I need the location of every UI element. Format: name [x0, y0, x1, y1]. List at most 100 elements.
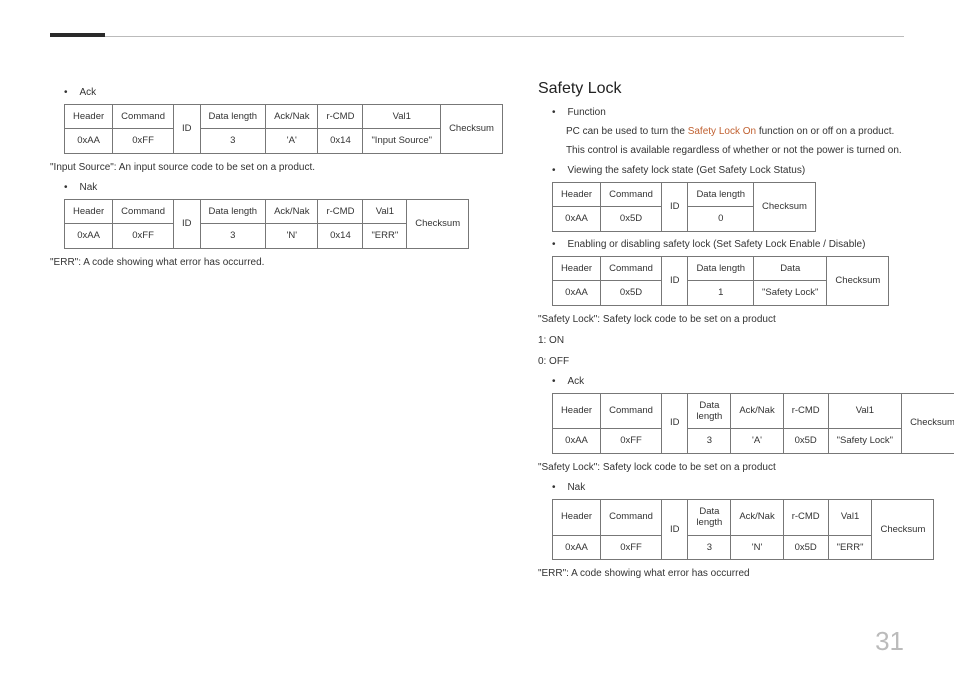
- td: 0xAA: [552, 281, 600, 305]
- th: Command: [601, 183, 662, 207]
- right-column: Safety Lock Function PC can be used to t…: [538, 80, 954, 585]
- bullet-ack-right: Ack: [552, 375, 954, 389]
- td: "ERR": [828, 535, 872, 559]
- td: 0x5D: [601, 207, 662, 231]
- th: Ack/Nak: [266, 105, 318, 129]
- th: Command: [113, 199, 174, 223]
- th: ID: [661, 499, 688, 559]
- function-desc-1: PC can be used to turn the Safety Lock O…: [566, 124, 954, 139]
- th: r-CMD: [318, 105, 363, 129]
- bullet-view-state: Viewing the safety lock state (Get Safet…: [552, 164, 954, 178]
- td: 3: [688, 429, 731, 453]
- td: 0xFF: [113, 224, 174, 248]
- th: Ack/Nak: [731, 393, 783, 429]
- td: 'A': [266, 129, 318, 153]
- th: ID: [661, 256, 688, 305]
- th: Header: [552, 183, 600, 207]
- td: "Safety Lock": [828, 429, 901, 453]
- td: "Safety Lock": [754, 281, 827, 305]
- th: r-CMD: [318, 199, 363, 223]
- th: Val1: [828, 393, 901, 429]
- th: ID: [661, 393, 688, 453]
- th: Header: [552, 499, 600, 535]
- th: ID: [174, 105, 201, 154]
- th: Checksum: [441, 105, 503, 154]
- th: Header: [552, 256, 600, 280]
- function-desc-2: This control is available regardless of …: [566, 143, 954, 158]
- th: Header: [552, 393, 600, 429]
- td: 'A': [731, 429, 783, 453]
- td: "ERR": [363, 224, 407, 248]
- bullet-nak-right: Nak: [552, 481, 954, 495]
- section-title: Safety Lock: [538, 80, 954, 98]
- th: Header: [65, 105, 113, 129]
- td: 0xAA: [65, 224, 113, 248]
- bullet-ack: Ack: [64, 86, 503, 100]
- note-on: 1: ON: [538, 333, 954, 348]
- note-off: 0: OFF: [538, 354, 954, 369]
- left-column: Ack Header Command ID Data length Ack/Na…: [50, 80, 503, 585]
- th: Data length: [688, 256, 754, 280]
- td: "Input Source": [363, 129, 441, 153]
- th: Val1: [363, 105, 441, 129]
- right-nak-table: Header Command ID Datalength Ack/Nak r-C…: [552, 499, 934, 560]
- td: 0xFF: [601, 429, 662, 453]
- td: 0xAA: [552, 535, 600, 559]
- th: Ack/Nak: [266, 199, 318, 223]
- th: Command: [601, 256, 662, 280]
- td: 0xAA: [552, 429, 600, 453]
- td: 0x5D: [783, 429, 828, 453]
- td: 0x14: [318, 129, 363, 153]
- header-accent-bar: [50, 33, 105, 37]
- th: Data length: [200, 199, 266, 223]
- note-safety-lock-1: "Safety Lock": Safety lock code to be se…: [538, 312, 954, 327]
- th: Data length: [688, 183, 754, 207]
- header-rule: [50, 36, 904, 37]
- td: 0: [688, 207, 754, 231]
- td: 3: [200, 224, 266, 248]
- th: Ack/Nak: [731, 499, 783, 535]
- td: 0x5D: [783, 535, 828, 559]
- td: 0xFF: [113, 129, 174, 153]
- td: 0x14: [318, 224, 363, 248]
- td: 3: [688, 535, 731, 559]
- bullet-nak: Nak: [64, 181, 503, 195]
- two-column-layout: Ack Header Command ID Data length Ack/Na…: [50, 80, 904, 585]
- td: 0x5D: [601, 281, 662, 305]
- th: r-CMD: [783, 393, 828, 429]
- bullet-set-state: Enabling or disabling safety lock (Set S…: [552, 238, 954, 252]
- th: Datalength: [688, 499, 731, 535]
- set-status-table: Header Command ID Data length Data Check…: [552, 256, 889, 306]
- td: 1: [688, 281, 754, 305]
- bullet-function: Function: [552, 106, 954, 120]
- th: Data: [754, 256, 827, 280]
- note-err-right: "ERR": A code showing what error has occ…: [538, 566, 954, 581]
- th: Checksum: [902, 393, 954, 453]
- th: Command: [601, 499, 662, 535]
- th: r-CMD: [783, 499, 828, 535]
- th: Command: [113, 105, 174, 129]
- left-ack-table: Header Command ID Data length Ack/Nak r-…: [64, 104, 503, 154]
- th: ID: [174, 199, 201, 248]
- td: 0xFF: [601, 535, 662, 559]
- th: Checksum: [754, 183, 816, 232]
- get-status-table: Header Command ID Data length Checksum 0…: [552, 182, 816, 232]
- th: Val1: [828, 499, 872, 535]
- th: Data length: [200, 105, 266, 129]
- th: Checksum: [407, 199, 469, 248]
- th: Val1: [363, 199, 407, 223]
- th: ID: [661, 183, 688, 232]
- note-err: "ERR": A code showing what error has occ…: [50, 255, 503, 270]
- td: 0xAA: [65, 129, 113, 153]
- left-nak-table: Header Command ID Data length Ack/Nak r-…: [64, 199, 469, 249]
- th: Header: [65, 199, 113, 223]
- th: Datalength: [688, 393, 731, 429]
- note-input-source: "Input Source": An input source code to …: [50, 160, 503, 175]
- td: 0xAA: [552, 207, 600, 231]
- right-ack-table: Header Command ID Datalength Ack/Nak r-C…: [552, 393, 954, 454]
- note-safety-lock-2: "Safety Lock": Safety lock code to be se…: [538, 460, 954, 475]
- td: 'N': [266, 224, 318, 248]
- td: 'N': [731, 535, 783, 559]
- td: 3: [200, 129, 266, 153]
- th: Checksum: [827, 256, 889, 305]
